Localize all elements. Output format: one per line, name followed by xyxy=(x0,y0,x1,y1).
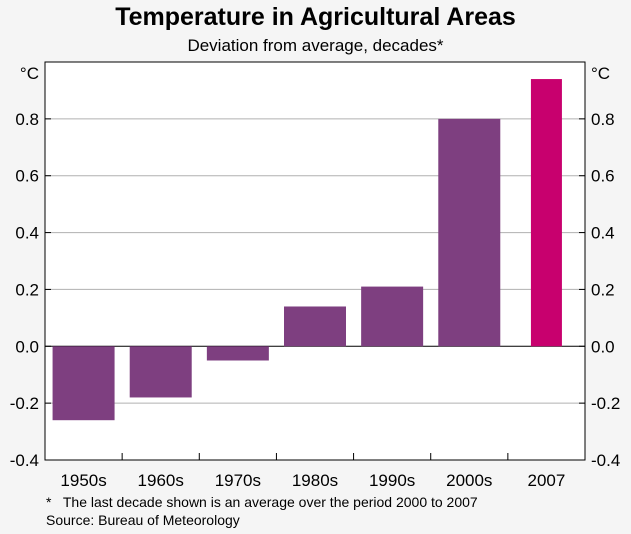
x-tick-label: 2000s xyxy=(446,471,492,490)
chart-title: Temperature in Agricultural Areas xyxy=(115,3,516,31)
y-axis-unit-left: °C xyxy=(20,64,39,83)
y-tick-label-left: 0.2 xyxy=(15,280,39,299)
bar-2007 xyxy=(530,79,562,347)
plot-frame xyxy=(44,61,586,461)
y-tick-label-left: -0.2 xyxy=(10,394,39,413)
bar-1970s xyxy=(206,346,269,361)
bar-1990s xyxy=(361,286,424,347)
source-note: Source: Bureau of Meteorology xyxy=(46,512,240,528)
x-tick-label: 1970s xyxy=(215,471,261,490)
x-tick-label: 2007 xyxy=(528,471,566,490)
y-tick-label-right: 0.0 xyxy=(591,337,615,356)
y-tick-label-right: 0.8 xyxy=(591,110,615,129)
bar-1960s xyxy=(129,346,192,398)
y-tick-label-left: 0.0 xyxy=(15,337,39,356)
y-tick-label-right: 0.4 xyxy=(591,224,615,243)
x-tick-label: 1980s xyxy=(292,471,338,490)
y-tick-label-right: -0.2 xyxy=(591,394,620,413)
y-tick-label-right: -0.4 xyxy=(591,451,620,470)
y-tick-label-right: 0.6 xyxy=(591,167,615,186)
bar-1980s xyxy=(284,306,346,347)
y-axis-unit-right: °C xyxy=(591,64,610,83)
bar-2000s xyxy=(438,118,501,347)
bar-1950s xyxy=(52,346,115,421)
chart-subtitle: Deviation from average, decades* xyxy=(187,36,444,55)
footnote: * The last decade shown is an average ov… xyxy=(46,494,478,510)
y-tick-label-left: -0.4 xyxy=(10,451,39,470)
x-tick-label: 1950s xyxy=(60,471,106,490)
y-tick-label-left: 0.6 xyxy=(15,167,39,186)
plot-area xyxy=(45,62,585,460)
y-tick-label-left: 0.4 xyxy=(15,224,39,243)
x-tick-label: 1990s xyxy=(369,471,415,490)
x-tick-label: 1960s xyxy=(138,471,184,490)
y-tick-label-left: 0.8 xyxy=(15,110,39,129)
y-tick-label-right: 0.2 xyxy=(591,280,615,299)
